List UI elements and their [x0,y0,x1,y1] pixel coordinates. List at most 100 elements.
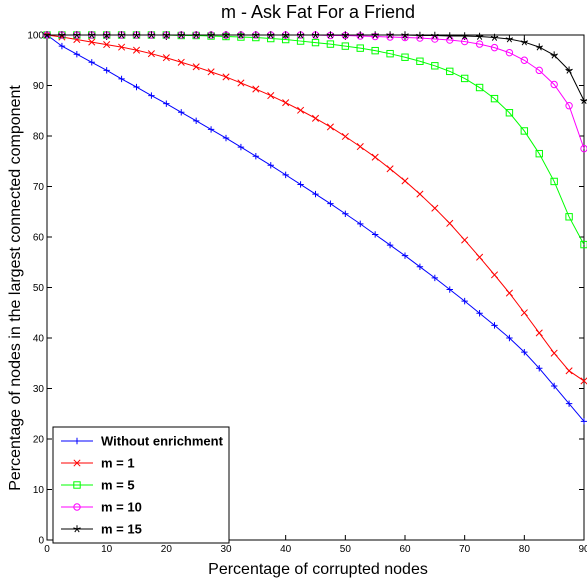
x-tick-label: 90 [578,544,587,555]
data-point [490,33,499,41]
data-point [565,367,573,375]
legend-entry: m = 5 [101,478,135,493]
data-point [311,31,320,39]
data-point [490,43,499,52]
data-point [341,42,350,50]
legend-entry: m = 1 [101,456,135,471]
data-point [431,204,439,212]
legend-marker [73,525,81,533]
data-point [207,31,215,39]
legend-marker [73,437,81,445]
data-point [267,162,274,169]
data-point [192,117,200,125]
data-point [252,85,260,93]
data-point [297,106,305,114]
data-point [445,32,454,40]
data-point [132,46,141,54]
data-point [460,37,469,46]
data-point [73,31,81,39]
legend-marker [73,503,81,511]
data-point [505,289,513,297]
data-point [431,274,439,282]
data-point [162,54,170,62]
data-point [535,66,543,75]
data-point [550,51,558,59]
data-point [565,213,573,221]
y-tick-label: 0 [38,536,44,547]
data-point [416,31,424,39]
data-point [535,43,544,51]
data-point [431,31,439,39]
data-point [163,100,170,107]
legend: Without enrichment m = 1 m = 5 m = 10 m = 15 [52,426,230,544]
data-point [237,143,245,151]
data-point [386,31,394,39]
data-point [311,38,320,47]
data-point [341,31,350,39]
data-point [580,377,587,385]
data-point [461,297,468,305]
x-axis-label: Percentage of corrupted nodes [208,561,428,578]
data-point [431,62,439,70]
x-tick-label: 0 [44,544,50,555]
data-point [326,123,334,131]
data-point [147,50,155,58]
data-point [297,181,304,188]
data-point [222,31,230,39]
data-point [371,31,379,39]
series-1 [43,31,587,425]
data-point [521,348,528,356]
data-point [281,35,290,44]
data-point [207,126,215,133]
data-point [282,99,290,107]
data-point [565,66,573,74]
x-tick-label: 70 [459,544,471,555]
data-point [475,83,484,92]
data-point [281,31,290,39]
x-tick-label: 80 [519,544,531,555]
data-point [401,31,409,39]
data-point [222,134,230,142]
data-point [386,241,394,249]
data-point [148,92,155,99]
data-point [580,144,587,153]
data-point [88,38,96,46]
data-point [565,400,573,407]
data-point [312,190,319,198]
data-point [371,153,379,161]
data-point [461,236,469,244]
legend-entry: m = 15 [101,522,142,537]
y-tick-label: 40 [33,334,45,345]
data-point [266,31,275,39]
data-point [178,109,185,116]
data-point [416,190,424,198]
data-point [416,57,424,65]
data-point [490,271,499,279]
data-point [580,96,587,105]
x-tick-label: 10 [101,544,113,555]
data-point [177,31,186,39]
y-tick-label: 30 [33,384,45,395]
data-point [103,67,110,74]
data-point [222,73,230,81]
data-point [88,59,95,66]
data-point [342,210,349,217]
y-tick-label: 100 [27,31,44,42]
data-point [520,38,529,46]
data-point [252,153,260,160]
data-point [506,334,513,342]
y-tick-label: 20 [33,435,45,446]
data-point [580,240,587,249]
data-point [356,44,364,52]
data-point [401,252,409,259]
data-point [43,31,51,39]
data-point [177,58,185,66]
data-point [356,31,365,39]
data-point [282,171,289,179]
data-point [371,231,379,238]
data-point [357,220,364,228]
data-point [505,48,514,57]
data-point [326,40,335,48]
data-point [192,31,200,39]
data-point [580,418,587,425]
